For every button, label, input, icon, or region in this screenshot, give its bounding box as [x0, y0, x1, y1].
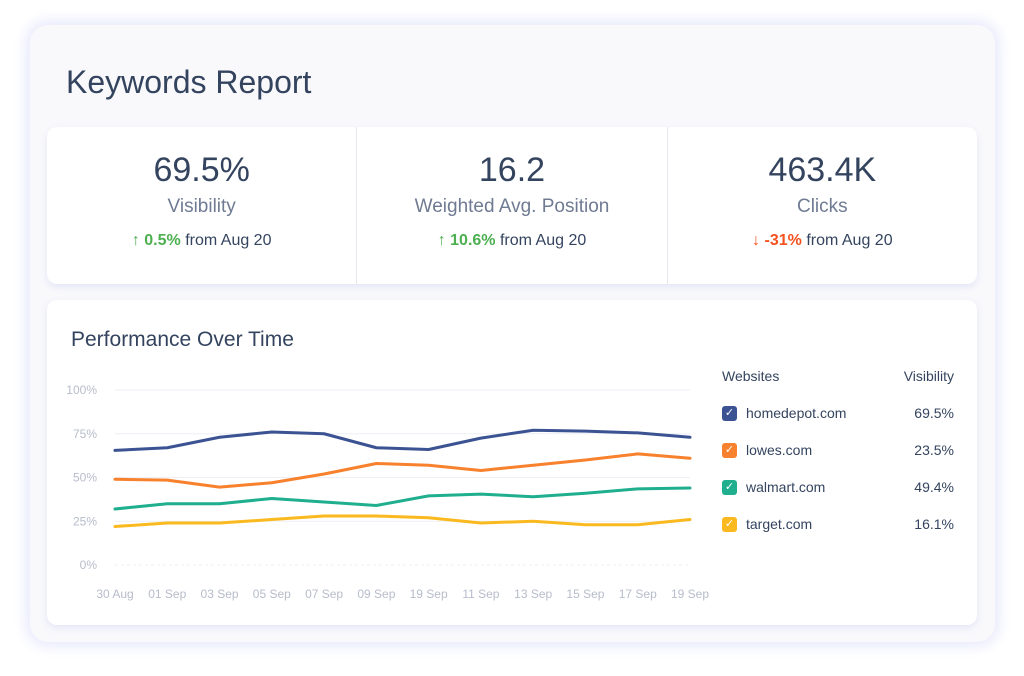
x-tick-label: 30 Aug	[96, 587, 133, 601]
series-line-target	[113, 514, 692, 528]
stat-clicks: 463.4K Clicks ↓ -31% from Aug 20	[668, 127, 977, 284]
stat-label: Clicks	[796, 196, 848, 217]
x-tick-label: 19 Sep	[671, 587, 709, 601]
checkbox-checked-icon[interactable]: ✓	[722, 442, 737, 458]
x-tick-label: 05 Sep	[253, 587, 291, 601]
legend-visibility: 69.5%	[914, 405, 954, 421]
legend-visibility: 49.4%	[914, 479, 954, 495]
y-tick-label: 0%	[80, 558, 98, 572]
checkbox-checked-icon[interactable]: ✓	[722, 405, 737, 421]
stat-weighted-avg-position: 16.2 Weighted Avg. Position ↑ 10.6% from…	[357, 127, 668, 284]
x-tick-label: 13 Sep	[514, 587, 552, 601]
x-tick-label: 09 Sep	[357, 587, 395, 601]
legend: Websites Visibility ✓ homedepot.com 69.5% ✓…	[722, 368, 954, 552]
stat-label: Visibility	[167, 196, 236, 217]
legend-item[interactable]: ✓ walmart.com 49.4%	[722, 478, 954, 496]
x-tick-label: 07 Sep	[305, 587, 343, 601]
line-chart: 0% 25% 50% 75% 100% 30 Aug 01 Sep 03 Sep 05 Sep 0…	[66, 383, 709, 601]
legend-header-visibility: Visibility	[903, 368, 954, 384]
checkbox-checked-icon[interactable]: ✓	[722, 479, 737, 495]
stat-change: ↑ 10.6% from Aug 20	[357, 232, 666, 250]
page-title: Keywords Report	[66, 64, 312, 100]
y-tick-label: 75%	[73, 427, 97, 441]
x-tick-label: 15 Sep	[566, 587, 604, 601]
x-tick-label: 19 Sep	[410, 587, 448, 601]
legend-name: target.com	[746, 516, 813, 532]
stat-value: 69.5%	[153, 151, 250, 189]
series-line-walmart	[113, 486, 692, 511]
y-tick-label: 100%	[66, 383, 97, 397]
x-tick-label: 17 Sep	[619, 587, 657, 601]
x-tick-label: 11 Sep	[462, 587, 499, 601]
stat-label: Weighted Avg. Position	[414, 196, 610, 217]
stats-card: 69.5% Visibility ↑ 0.5% from Aug 20 16.2…	[47, 127, 977, 284]
arrow-up-icon: ↑	[437, 232, 446, 249]
checkbox-checked-icon[interactable]: ✓	[722, 516, 737, 532]
change-value: 10.6%	[450, 232, 496, 249]
y-tick-label: 25%	[73, 514, 97, 528]
stat-change: ↓ -31% from Aug 20	[668, 232, 977, 250]
series-line-lowes	[113, 452, 692, 489]
x-tick-label: 01 Sep	[148, 587, 186, 601]
change-suffix: from Aug 20	[806, 232, 893, 249]
legend-name: walmart.com	[746, 479, 826, 495]
legend-visibility: 16.1%	[914, 516, 954, 532]
series-line-homedepot	[113, 428, 692, 452]
y-tick-label: 50%	[73, 471, 97, 485]
legend-item[interactable]: ✓ target.com 16.1%	[722, 515, 954, 533]
stat-visibility: 69.5% Visibility ↑ 0.5% from Aug 20	[47, 127, 358, 284]
legend-visibility: 23.5%	[914, 442, 954, 458]
legend-item[interactable]: ✓ homedepot.com 69.5%	[722, 404, 954, 422]
legend-item[interactable]: ✓ lowes.com 23.5%	[722, 441, 954, 459]
change-suffix: from Aug 20	[499, 232, 587, 249]
stat-value: 16.2	[478, 151, 546, 189]
arrow-up-icon: ↑	[131, 232, 140, 249]
stat-value: 463.4K	[768, 151, 877, 189]
change-value: -31%	[764, 232, 802, 249]
chart-title: Performance Over Time	[71, 328, 294, 351]
arrow-down-icon: ↓	[752, 232, 761, 249]
performance-chart-card: Performance Over Time 0% 25% 50% 75% 100% 30 …	[47, 300, 977, 625]
legend-header: Websites Visibility	[722, 368, 954, 384]
stat-change: ↑ 0.5% from Aug 20	[47, 232, 356, 250]
legend-name: lowes.com	[746, 442, 813, 458]
change-suffix: from Aug 20	[185, 232, 272, 249]
change-value: 0.5%	[144, 232, 181, 249]
legend-name: homedepot.com	[746, 405, 847, 421]
x-tick-label: 03 Sep	[201, 587, 239, 601]
legend-header-websites: Websites	[722, 368, 780, 384]
